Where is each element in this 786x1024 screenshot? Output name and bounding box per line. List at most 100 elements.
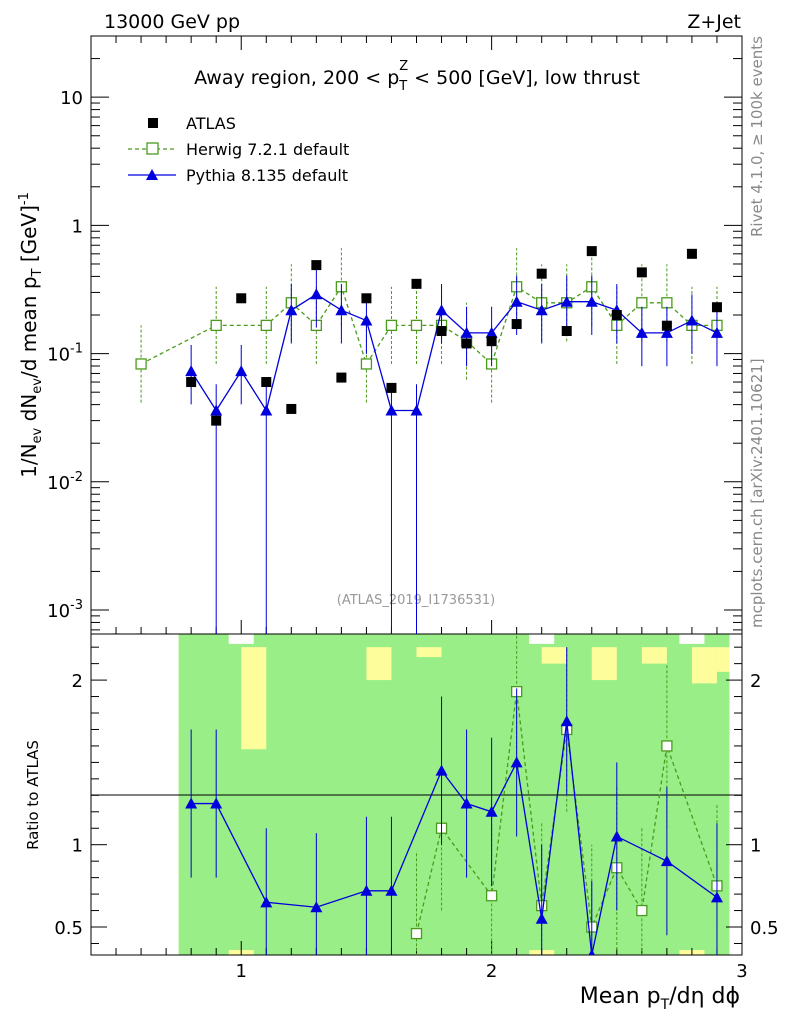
atlas-point bbox=[211, 415, 222, 426]
pythia-ratio-point bbox=[385, 884, 398, 896]
atlas-point bbox=[136, 633, 147, 634]
main-plot-data bbox=[111, 246, 723, 634]
atlas-point bbox=[686, 248, 697, 259]
atlas-point bbox=[586, 246, 597, 257]
ratio-y-tick-label-right: 0.5 bbox=[750, 918, 779, 939]
pythia-ratio-point bbox=[185, 797, 198, 809]
pythia-ratio-point bbox=[360, 884, 373, 896]
plot-title-sub: T bbox=[398, 79, 407, 94]
pythia-ratio-point bbox=[510, 756, 523, 768]
pythia-ratio-point bbox=[260, 896, 273, 908]
atlas-point bbox=[336, 372, 347, 383]
band-notch bbox=[716, 647, 730, 672]
herwig-ratio-point bbox=[485, 890, 498, 902]
ratio-y-tick-label: 0.5 bbox=[54, 918, 83, 939]
herwig-point bbox=[385, 319, 398, 332]
band-notch bbox=[541, 647, 567, 664]
atlas-point bbox=[486, 336, 497, 347]
plot-title-suffix: < 500 [GeV], low thrust bbox=[408, 67, 640, 89]
herwig-point bbox=[260, 319, 272, 332]
pythia-point bbox=[335, 304, 348, 316]
herwig-ratio-point bbox=[410, 927, 423, 940]
herwig-point bbox=[135, 358, 147, 370]
pythia-point bbox=[210, 404, 223, 416]
atlas-point bbox=[661, 320, 672, 331]
rivet-label: Rivet 4.1.0, ≥ 100k events bbox=[748, 36, 766, 237]
pythia-ratio-point bbox=[710, 891, 723, 903]
atlas-point bbox=[261, 377, 272, 388]
atlas-point bbox=[461, 338, 472, 349]
pythia-ratio-point bbox=[535, 912, 548, 924]
y-tick-label: 10-1 bbox=[47, 342, 83, 366]
x-tick-label: 2 bbox=[486, 961, 497, 982]
axis-ticks: 1 2 3 10 1 10-1 10-2 10-3 0.5 0.5 1 1 2 2 bbox=[47, 35, 779, 982]
plot-title: Away region, 200 < pTZ < 500 [GeV], low … bbox=[194, 59, 640, 94]
pythia-ratio-point bbox=[210, 797, 223, 809]
band-notch bbox=[591, 647, 617, 681]
header-left: 13000 GeV pp bbox=[104, 11, 240, 33]
atlas-point bbox=[611, 309, 622, 320]
pythia-ratio-point bbox=[485, 805, 498, 817]
y-axis-label: 1/Nev dNev/d mean pT [GeV]-1 bbox=[17, 192, 45, 478]
pythia-point bbox=[560, 295, 573, 307]
plot-title-sup: Z bbox=[399, 59, 408, 74]
pythia-point bbox=[485, 326, 498, 338]
pythia-ratio-point bbox=[560, 715, 573, 727]
band-gap bbox=[529, 634, 555, 644]
atlas-point bbox=[311, 260, 322, 271]
pythia-point bbox=[285, 304, 298, 316]
atlas-point bbox=[536, 268, 547, 279]
herwig-line bbox=[140, 285, 717, 366]
pythia-point bbox=[510, 295, 523, 307]
legend-herwig-label: Herwig 7.2.1 default bbox=[186, 140, 349, 159]
band-notch bbox=[641, 647, 667, 664]
legend-atlas-marker bbox=[148, 118, 158, 128]
atlas-point bbox=[711, 302, 722, 313]
ratio-y-tick-label: 1 bbox=[72, 836, 83, 857]
ratio-y-axis-label: Ratio to ATLAS bbox=[24, 740, 42, 850]
pythia-ratio-point bbox=[310, 901, 323, 913]
herwig-point bbox=[210, 319, 222, 332]
legend-pythia-label: Pythia 8.135 default bbox=[186, 166, 348, 185]
pythia-point bbox=[260, 404, 273, 416]
pythia-ratio-point bbox=[588, 949, 596, 955]
pythia-line bbox=[190, 293, 718, 413]
pythia-point bbox=[410, 404, 423, 416]
mcplots-label: mcplots.cern.ch [arXiv:2401.10621] bbox=[748, 358, 766, 628]
legend: ATLAS Herwig 7.2.1 default Pythia 8.135 … bbox=[128, 114, 349, 185]
legend-herwig-marker bbox=[146, 142, 159, 155]
pythia-ratio-point bbox=[435, 764, 448, 776]
legend-atlas-label: ATLAS bbox=[186, 114, 236, 133]
header-right: Z+Jet bbox=[687, 11, 741, 33]
band-notch bbox=[416, 647, 442, 658]
atlas-point bbox=[436, 326, 447, 337]
pythia-point bbox=[685, 314, 698, 326]
pythia-ratio-point bbox=[610, 830, 623, 842]
atlas-point bbox=[561, 326, 572, 337]
ratio-y-tick-label: 2 bbox=[72, 671, 83, 692]
pythia-point bbox=[710, 326, 723, 338]
pythia-ratio-line bbox=[191, 721, 718, 955]
ratio-plot-data bbox=[185, 634, 723, 955]
y-tick-label: 10-3 bbox=[47, 598, 83, 622]
pythia-ratio-point bbox=[460, 797, 473, 809]
atlas-point bbox=[286, 403, 297, 414]
pythia-point bbox=[585, 295, 598, 307]
band-gap bbox=[679, 634, 705, 644]
x-axis-label: Mean pT/dη dϕ bbox=[580, 984, 740, 1013]
ratio-y-tick-label-right: 1 bbox=[750, 836, 761, 857]
pythia-point bbox=[460, 326, 473, 338]
atlas-point bbox=[411, 278, 422, 289]
atlas-point bbox=[161, 633, 172, 634]
x-tick-label: 1 bbox=[236, 961, 247, 982]
pythia-point bbox=[535, 304, 548, 316]
atlas-point bbox=[386, 382, 397, 393]
plot-title-prefix: Away region, 200 < p bbox=[194, 67, 399, 89]
pythia-point bbox=[435, 304, 448, 316]
atlas-point bbox=[511, 319, 522, 330]
atlas-point bbox=[111, 633, 122, 634]
pythia-point bbox=[235, 365, 248, 377]
atlas-point bbox=[636, 267, 647, 278]
ratio-y-tick-label-right: 2 bbox=[750, 671, 761, 692]
